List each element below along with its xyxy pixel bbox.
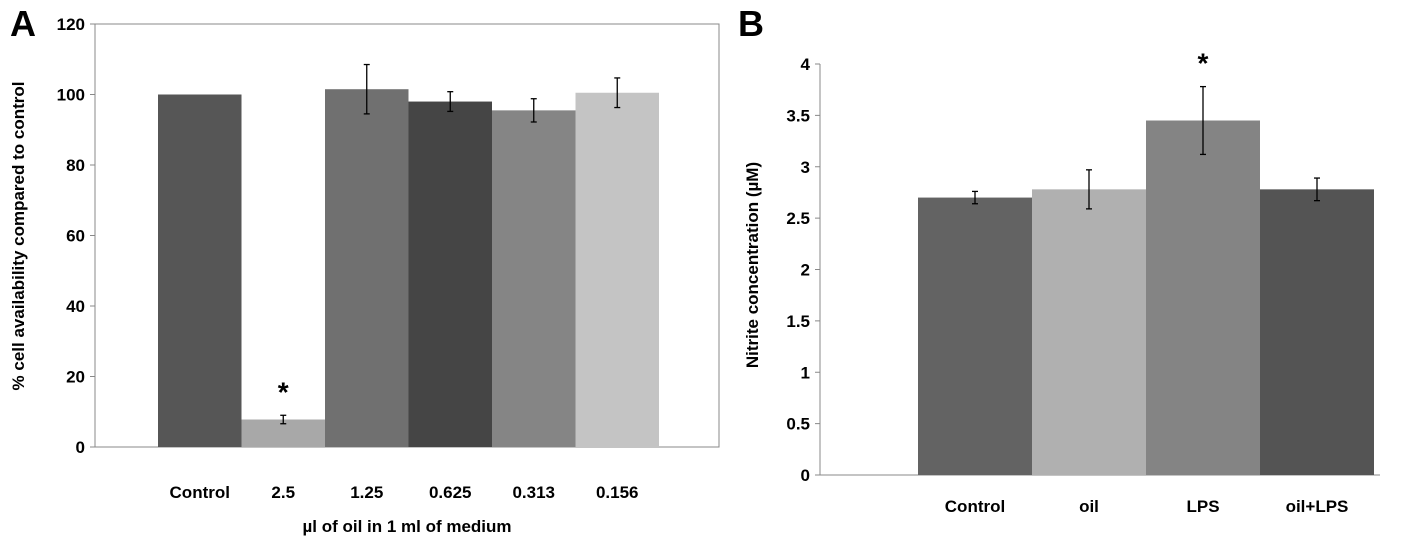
panel-b-bar-4: [1260, 189, 1374, 476]
panel-b-y-tick-label: 1: [801, 363, 810, 382]
panel-b-y-axis-title: Nitrite concentration (µM): [743, 162, 762, 368]
panel-a-bar-4: [408, 101, 492, 448]
panel-a-x-category-label-5: 0.313: [512, 483, 555, 502]
panel-b-bar-1: [918, 197, 1032, 475]
panel-a-y-axis-title: % cell availability compared to control: [9, 82, 28, 391]
panel-a-bar-3: [325, 89, 409, 448]
panel-a-bar-6: [575, 92, 659, 448]
panel-b-x-category-label-2: oil: [1079, 497, 1099, 516]
panel-a-y-tick-label: 20: [66, 368, 85, 387]
panel-b-bar-2: [1032, 189, 1146, 476]
panel-b-y-tick-label: 3: [801, 158, 810, 177]
panel-b-y-tick-label: 0.5: [786, 415, 810, 434]
panel-b-x-category-label-1: Control: [945, 497, 1005, 516]
panel-b-y-tick-label: 3.5: [786, 106, 810, 125]
panel-a-significance-marker: *: [278, 376, 289, 407]
panel-a-bar-5: [492, 110, 576, 448]
panel-b-y-tick-label: 1.5: [786, 312, 810, 331]
panel-a-letter: A: [10, 3, 36, 44]
panel-a-y-tick-label: 0: [76, 438, 85, 457]
panel-b-y-tick-label: 0: [801, 466, 810, 485]
panel-b-letter: B: [738, 3, 764, 44]
panel-a-y-tick-label: 100: [57, 86, 85, 105]
panel-b-chart: B 0 0.5 1 1.5 2 2.5 3 3.5 4 * Control oil LPS oil+L…: [738, 3, 1380, 516]
panel-b-x-category-label-3: LPS: [1186, 497, 1219, 516]
panel-a-chart: A 0 20 40 60 80 100 120 * Control 2.5 1.25 0.625 0…: [9, 3, 720, 536]
panel-b-y-tick-label: 2.5: [786, 209, 810, 228]
panel-a-bar-1: [158, 94, 242, 447]
panel-b-significance-marker: *: [1198, 48, 1209, 79]
panel-a-x-category-label-4: 0.625: [429, 483, 472, 502]
panel-a-y-tick-label: 120: [57, 15, 85, 34]
panel-a-y-tick-label: 40: [66, 297, 85, 316]
panel-b-y-tick-label: 2: [801, 261, 810, 280]
panel-a-x-category-label-1: Control: [170, 483, 230, 502]
panel-a-x-category-label-6: 0.156: [596, 483, 639, 502]
panel-a-y-tick-label: 60: [66, 227, 85, 246]
panel-a-y-tick-label: 80: [66, 156, 85, 175]
panel-a-x-category-label-2: 2.5: [271, 483, 295, 502]
panel-b-y-tick-label: 4: [801, 55, 811, 74]
panel-b-bar-3: [1146, 120, 1260, 475]
panel-b-x-category-label-4: oil+LPS: [1286, 497, 1349, 516]
panel-a-x-category-label-3: 1.25: [350, 483, 383, 502]
panel-a-x-axis-title: µl of oil in 1 ml of medium: [302, 517, 511, 536]
